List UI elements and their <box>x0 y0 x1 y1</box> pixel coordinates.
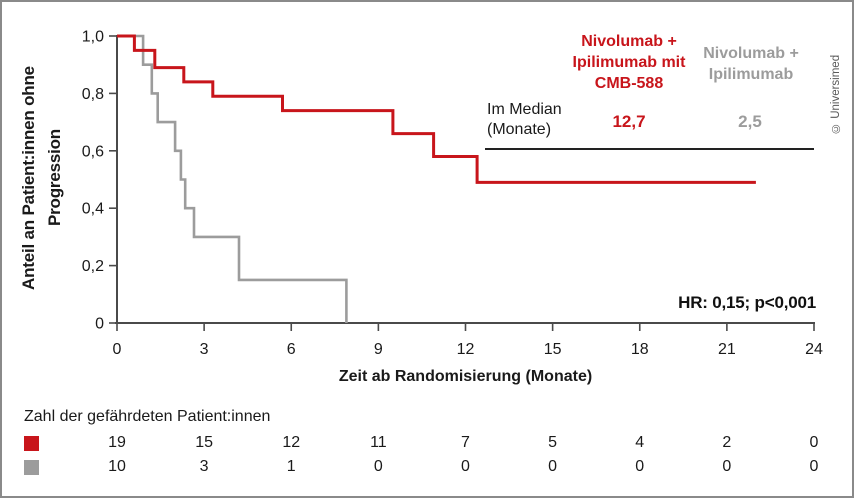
risk-count: 5 <box>548 434 558 451</box>
y-axis-title: Anteil an Patient:innen ohne Progression <box>19 66 64 290</box>
x-axis-title: Zeit ab Randomisierung (Monate) <box>338 368 593 385</box>
legend-label-nivolumab-ipilimumab: Nivolumab + Ipilimumab <box>703 45 799 83</box>
risk-count: 11 <box>370 434 387 451</box>
risk-count: 7 <box>461 434 470 451</box>
x-tick-label: 0 <box>113 341 122 358</box>
risk-table-title: Zahl der gefährdeten Patient:innen <box>24 408 271 425</box>
copyright-credit: © Universimed <box>830 54 842 134</box>
risk-row-marker-control <box>24 460 39 475</box>
risk-count: 0 <box>461 458 470 475</box>
risk-count: 0 <box>722 458 732 475</box>
risk-row-marker-cmb588 <box>24 436 39 451</box>
risk-count: 10 <box>108 458 126 475</box>
x-tick-label: 9 <box>374 341 383 358</box>
x-tick-label: 12 <box>457 341 475 358</box>
y-tick-label: 0,2 <box>82 258 104 275</box>
x-tick-label: 18 <box>631 341 649 358</box>
y-tick-label: 0,6 <box>82 143 104 160</box>
x-tick-label: 24 <box>805 341 823 358</box>
risk-count: 0 <box>809 458 819 475</box>
risk-count: 0 <box>548 458 558 475</box>
y-tick-label: 0 <box>95 316 104 333</box>
km-curve-cmb588 <box>117 34 756 184</box>
x-tick-label: 3 <box>200 341 209 358</box>
risk-count: 19 <box>108 434 126 451</box>
y-tick-label: 0,8 <box>82 86 104 103</box>
median-underline <box>485 148 814 150</box>
x-tick-label: 15 <box>544 341 562 358</box>
risk-count: 2 <box>722 434 732 451</box>
risk-count: 0 <box>373 458 383 475</box>
median-value-control: 2,5 <box>738 112 762 131</box>
risk-count: 12 <box>282 434 301 451</box>
y-tick-label: 1,0 <box>82 29 104 46</box>
risk-count: 3 <box>199 458 209 475</box>
risk-count: 15 <box>195 434 214 451</box>
risk-count: 1 <box>286 458 296 475</box>
legend-label-nivolumab-ipilimumab-cmb588: Nivolumab + Ipilimumab mit CMB-588 <box>572 33 686 92</box>
x-tick-label: 6 <box>287 341 296 358</box>
hazard-ratio-annotation: HR: 0,15; p<0,001 <box>678 293 816 312</box>
risk-count: 4 <box>635 434 645 451</box>
y-tick-label: 0,4 <box>82 201 104 218</box>
median-value-cmb588: 12,7 <box>612 112 646 131</box>
km-curve-control <box>117 34 348 323</box>
risk-count: 0 <box>635 458 645 475</box>
median-row-label: Im Median (Monate) <box>487 101 562 138</box>
risk-count: 0 <box>809 434 819 451</box>
x-tick-label: 21 <box>718 341 736 358</box>
